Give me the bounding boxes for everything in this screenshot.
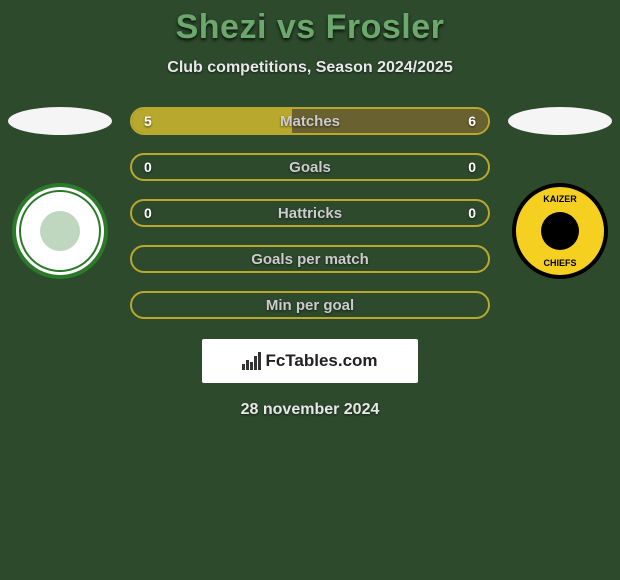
left-side [8, 107, 112, 279]
stats-column: 5 Matches 6 0 Goals 0 0 Hattricks 0 Goals per mat… [130, 107, 490, 319]
club-badge-right[interactable]: KAIZER CHIEFS [512, 183, 608, 279]
main-area: 5 Matches 6 0 Goals 0 0 Hattricks 0 Goals per mat… [0, 107, 620, 319]
stat-fill-left [132, 109, 292, 133]
stat-row: 5 Matches 6 [130, 107, 490, 135]
page-title: Shezi vs Frosler [0, 8, 620, 47]
brand-text: FcTables.com [265, 351, 377, 371]
stat-row: Min per goal [130, 291, 490, 319]
player-avatar-left [8, 107, 112, 135]
stat-label: Matches [280, 113, 340, 130]
stat-value-left: 0 [144, 205, 152, 221]
stat-value-right: 0 [468, 159, 476, 175]
club-badge-ring [19, 190, 101, 272]
stat-row: Goals per match [130, 245, 490, 273]
player-avatar-right [508, 107, 612, 135]
stat-value-left: 5 [144, 113, 152, 129]
club-right-center-icon [541, 212, 579, 250]
comparison-card: Shezi vs Frosler Club competitions, Seas… [0, 0, 620, 419]
stat-label: Hattricks [278, 205, 342, 222]
stat-row: 0 Hattricks 0 [130, 199, 490, 227]
stat-value-left: 0 [144, 159, 152, 175]
stat-label: Min per goal [266, 297, 354, 314]
branding-badge[interactable]: FcTables.com [202, 339, 418, 383]
stat-value-right: 6 [468, 113, 476, 129]
stat-row: 0 Goals 0 [130, 153, 490, 181]
right-side: KAIZER CHIEFS [508, 107, 612, 279]
subtitle: Club competitions, Season 2024/2025 [0, 59, 620, 77]
club-badge-left[interactable] [12, 183, 108, 279]
club-right-text-top: KAIZER [543, 194, 577, 204]
stat-value-right: 0 [468, 205, 476, 221]
stat-label: Goals per match [251, 251, 369, 268]
stat-label: Goals [289, 159, 331, 176]
brand-chart-icon [242, 352, 261, 370]
club-right-text-bot: CHIEFS [543, 258, 576, 268]
date-label: 28 november 2024 [0, 401, 620, 419]
